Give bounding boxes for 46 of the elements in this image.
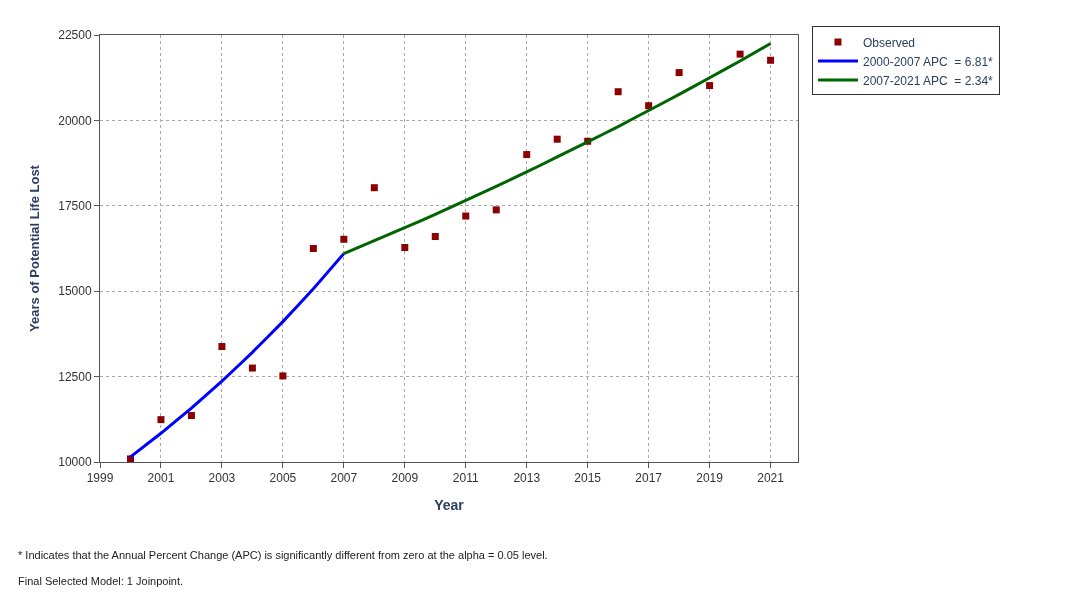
point	[218, 343, 226, 351]
y-tick-label: 15000	[58, 284, 92, 299]
legend-label: Observed	[862, 35, 915, 50]
point	[309, 245, 317, 252]
x-tick-label: 2007	[330, 471, 358, 486]
text: Final Selected Model: 1 Joinpoint.	[18, 575, 184, 587]
point	[157, 416, 165, 424]
y-tick-label: 22500	[58, 28, 92, 43]
point	[767, 56, 775, 64]
point	[706, 82, 714, 90]
point	[431, 233, 439, 241]
x-tick-label: 2019	[696, 471, 724, 486]
x-tick-label: 2009	[391, 471, 419, 486]
y-tick-label: 20000	[58, 113, 92, 128]
x-tick-label: 2021	[757, 471, 785, 486]
y-axis-title: Years of Potential Life Lost	[27, 164, 43, 332]
point	[462, 212, 470, 220]
point	[187, 412, 195, 420]
x-axis-title: Year	[434, 496, 465, 513]
point	[370, 184, 378, 192]
y-tick-label: 17500	[58, 199, 92, 213]
x-tick-label: 1999	[86, 471, 114, 486]
point	[401, 243, 409, 251]
point	[340, 235, 348, 243]
point	[492, 206, 500, 214]
y-tick-label: 10000	[58, 455, 92, 470]
x-tick-label: 2011	[452, 471, 479, 486]
point	[645, 102, 653, 110]
line-series	[342, 42, 773, 256]
x-tick-label: 2013	[513, 471, 541, 486]
point	[523, 151, 531, 159]
point	[614, 88, 622, 96]
y-tick-label: 12500	[58, 369, 92, 384]
x-tick-label: 2001	[147, 471, 175, 486]
point	[675, 69, 683, 77]
point	[553, 135, 561, 143]
x-tick-label: 2005	[269, 471, 297, 486]
point	[736, 50, 744, 58]
legend-label: 2000-2007 APC = 6.81*	[862, 54, 994, 69]
text: * Indicates that the Annual Percent Change (APC) is significantly different from zero at the alpha = 0.05 level.	[18, 549, 548, 561]
point	[248, 364, 256, 372]
x-tick-label: 2003	[208, 471, 236, 486]
x-tick-label: 2015	[574, 471, 602, 486]
point	[279, 372, 287, 380]
x-tick-label: 2017	[635, 471, 663, 486]
legend-label: 2007-2021 APC = 2.34*	[862, 73, 994, 88]
